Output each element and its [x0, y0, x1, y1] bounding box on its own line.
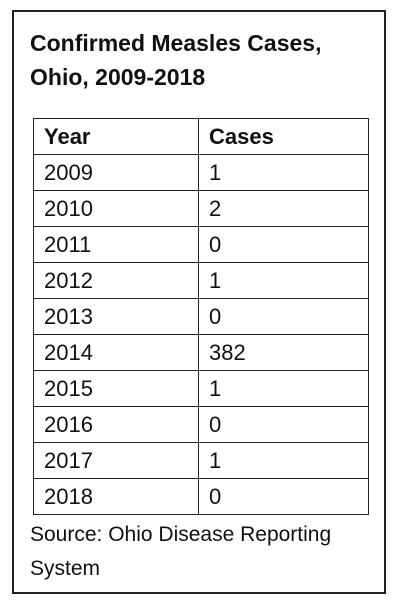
- header-row: Year Cases: [33, 118, 369, 155]
- frame: [12, 10, 386, 594]
- header-cell: Cases: [198, 118, 369, 155]
- table-cell: 0: [198, 226, 369, 263]
- table-cell: 2010: [33, 190, 199, 227]
- table-cell: 0: [198, 406, 369, 443]
- table-row: 2014 382: [33, 334, 369, 371]
- table-cell: 2017: [33, 442, 199, 479]
- table-row: 2018 0: [33, 478, 369, 515]
- table-cell: 1: [198, 442, 369, 479]
- table-cell: 1: [198, 262, 369, 299]
- table-cell: 1: [198, 370, 369, 407]
- table-row: 2009 1: [33, 154, 369, 191]
- table: Year Cases 2009 1 2010 2 2011 0 2012 1 2013 0 2014 3…: [33, 118, 369, 515]
- table-row: 2016 0: [33, 406, 369, 443]
- table-cell: 2012: [33, 262, 199, 299]
- table-cell: 2014: [33, 334, 199, 371]
- table-cell: 2015: [33, 370, 199, 407]
- table-cell: 0: [198, 298, 369, 335]
- table-cell: 2: [198, 190, 369, 227]
- table-row: 2013 0: [33, 298, 369, 335]
- table-cell: 0: [198, 478, 369, 515]
- table-cell: 2013: [33, 298, 199, 335]
- table-row: 2017 1: [33, 442, 369, 479]
- table-row: 2015 1: [33, 370, 369, 407]
- table-cell: 2009: [33, 154, 199, 191]
- table-cell: 2016: [33, 406, 199, 443]
- table-body: 2009 1 2010 2 2011 0 2012 1 2013 0 2014 382 2015 1 201…: [33, 154, 369, 515]
- title: Confirmed Measles Cases, Ohio, 2009-2018: [30, 30, 322, 90]
- table-row: 2010 2: [33, 190, 369, 227]
- table-cell: 2018: [33, 478, 199, 515]
- table-cell: 1: [198, 154, 369, 191]
- table-cell: 382: [198, 334, 369, 371]
- source: Source: Ohio Disease Reporting System: [30, 523, 332, 580]
- header-cell: Year: [33, 118, 199, 155]
- table-row: 2011 0: [33, 226, 369, 263]
- table-cell: 2011: [33, 226, 199, 263]
- table-row: 2012 1: [33, 262, 369, 299]
